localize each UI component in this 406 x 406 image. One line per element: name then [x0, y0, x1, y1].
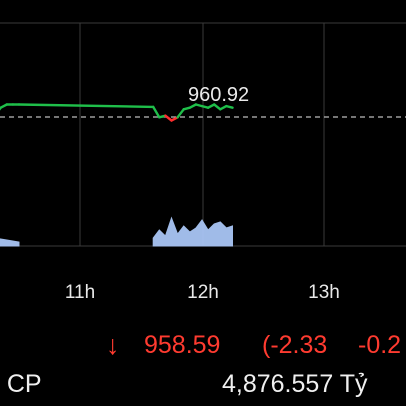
down-arrow-icon: ↓: [106, 330, 120, 360]
volume-area-afternoon: [152, 216, 233, 247]
x-tick-12h: 12h: [187, 282, 219, 303]
index-change: (-2.33: [262, 331, 328, 359]
x-tick-11h: 11h: [64, 282, 96, 303]
intraday-chart: [0, 22, 406, 247]
volume-area-morning: [0, 238, 20, 247]
index-line-afternoon-segment-13: [225, 104, 234, 109]
index-change-percent: -0.2: [358, 331, 402, 359]
reference-value-label: 960.92: [188, 84, 250, 106]
index-line-lunch-segment-1: [17, 103, 155, 109]
index-line-afternoon-segment-3: [164, 114, 173, 122]
index-line-afternoon-segment-5: [176, 108, 185, 119]
index-value: 958.59: [144, 331, 221, 359]
index-line-afternoon-segment-1: [151, 105, 161, 119]
total-value: 4,876.557 Tỷ: [222, 370, 368, 398]
index-line-morning-segment-27: [0, 106, 2, 111]
index-line-afternoon-segment-11: [212, 103, 222, 111]
x-tick-13h: 13h: [308, 282, 340, 303]
total-volume: 7 CP: [0, 370, 42, 398]
